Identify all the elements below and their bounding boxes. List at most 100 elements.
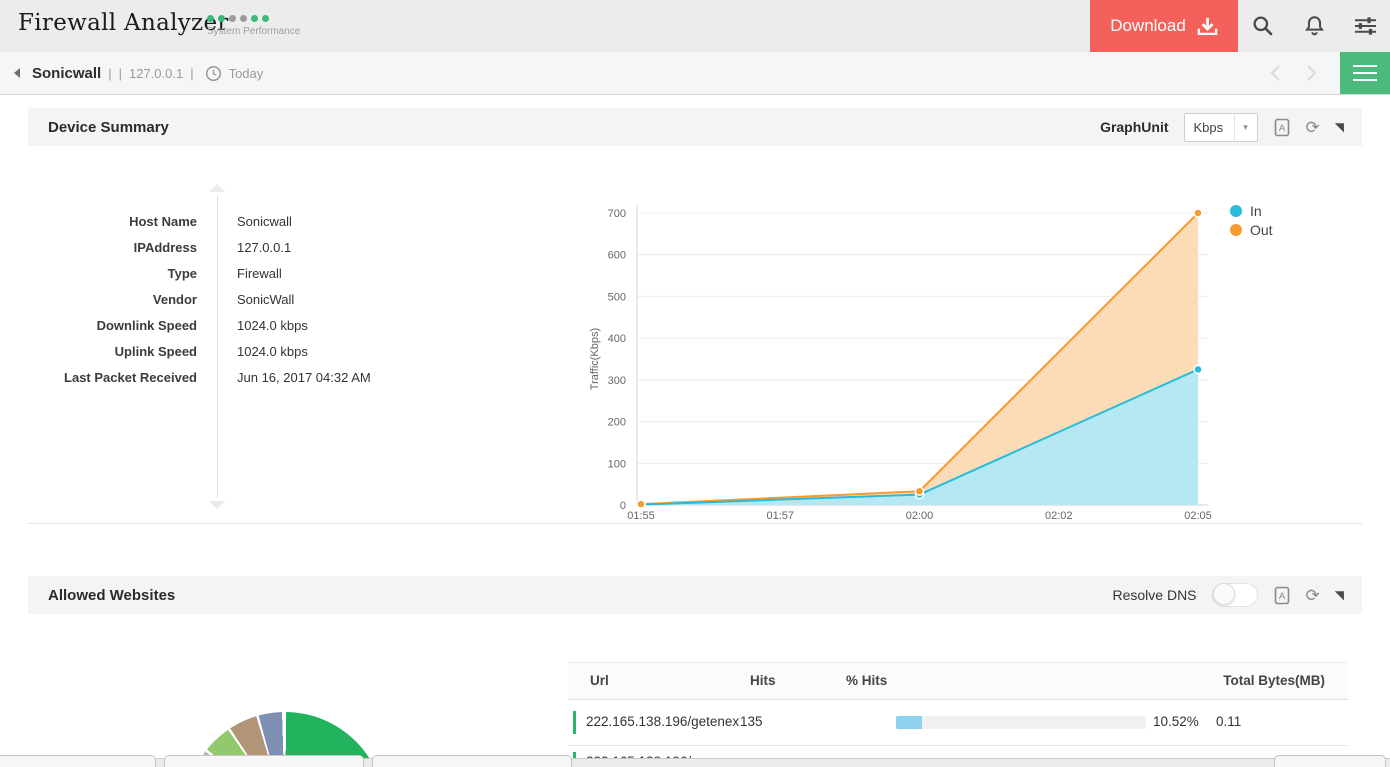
allowed-websites-title: Allowed Websites	[48, 586, 176, 604]
scroll-down-icon[interactable]	[209, 501, 225, 509]
expand-widget-button[interactable]: ◥	[1334, 120, 1344, 134]
search-icon	[1252, 15, 1274, 37]
device-field-label: IPAddress	[133, 239, 197, 255]
column-header-hits[interactable]: Hits	[750, 673, 776, 688]
device-field-label: Type	[167, 265, 197, 281]
expand-widget-button[interactable]: ◥	[1334, 588, 1344, 602]
breadcrumb-period[interactable]: Today	[228, 65, 264, 81]
breadcrumb-ip: 127.0.0.1	[128, 65, 184, 81]
traffic-area-chart: 0 100 200 300 400 500 600 700 Traffic(Kbps) 01:55…	[589, 205, 1212, 522]
clipped-chip	[1274, 755, 1386, 767]
status-dot	[240, 15, 247, 22]
column-header-pct-hits[interactable]: % Hits	[846, 673, 888, 688]
export-pdf-button[interactable]: A	[1273, 586, 1291, 605]
row-url[interactable]: 222.165.138.196/getenex	[586, 714, 740, 729]
settings-sliders-button[interactable]	[1343, 0, 1387, 52]
breadcrumb-separator: |	[190, 65, 194, 81]
row-accent-bar	[573, 711, 576, 734]
status-dot	[218, 15, 225, 22]
download-button[interactable]: Download	[1090, 0, 1238, 52]
device-field-value: 127.0.0.1	[237, 239, 292, 255]
sliders-icon	[1354, 15, 1377, 37]
toggle-knob	[1212, 583, 1235, 605]
system-performance-status[interactable]: System Performance	[207, 15, 300, 37]
device-field-row: Last Packet Received Jun 16, 2017 04:32 A…	[40, 364, 371, 390]
notifications-button[interactable]	[1292, 0, 1336, 52]
column-header-total-bytes[interactable]: Total Bytes(MB)	[1223, 673, 1325, 688]
device-field-label: Downlink Speed	[96, 317, 197, 333]
clock-icon	[205, 65, 222, 82]
device-field-row: Uplink Speed 1024.0 kbps	[40, 338, 371, 364]
status-dot	[207, 15, 214, 22]
device-field-value: 1024.0 kbps	[237, 317, 308, 333]
table-row[interactable]: 222.165.138.196/getenex 135 10.52% 0.11	[568, 700, 1348, 746]
graph-unit-label: GraphUnit	[1100, 119, 1169, 135]
resolve-dns-toggle[interactable]	[1211, 583, 1258, 607]
export-pdf-button[interactable]: A	[1273, 118, 1291, 137]
device-field-row: IPAddress 127.0.0.1	[40, 234, 371, 260]
column-header-url[interactable]: Url	[590, 673, 609, 688]
svg-text:600: 600	[608, 250, 626, 262]
device-field-row: Downlink Speed 1024.0 kbps	[40, 312, 371, 338]
svg-text:A: A	[1278, 123, 1285, 134]
status-dots	[207, 15, 300, 22]
device-field-value: Jun 16, 2017 04:32 AM	[237, 369, 371, 385]
svg-text:01:57: 01:57	[766, 510, 794, 522]
scroll-up-icon[interactable]	[209, 184, 225, 192]
breadcrumb-nav	[1262, 52, 1390, 94]
pct-hits-bar-fill	[896, 716, 922, 729]
refresh-button[interactable]: ⟳	[1305, 585, 1320, 605]
svg-text:01:55: 01:55	[627, 510, 655, 522]
row-pct-hits: 10.52%	[1153, 714, 1199, 729]
svg-text:500: 500	[608, 291, 626, 303]
device-field-label: Host Name	[129, 213, 197, 229]
graph-unit-select[interactable]: Kbps ▾	[1183, 112, 1258, 142]
breadcrumb-device[interactable]: Sonicwall	[32, 64, 102, 82]
device-field-label: Last Packet Received	[64, 369, 197, 385]
svg-text:Traffic(Kbps): Traffic(Kbps)	[589, 328, 601, 390]
allowed-websites-controls: Resolve DNS A ⟳ ◥	[1112, 583, 1362, 607]
svg-text:02:05: 02:05	[1184, 510, 1212, 522]
refresh-button[interactable]: ⟳	[1305, 117, 1320, 137]
breadcrumb-separator: |	[108, 65, 112, 81]
app-logo: Firewall Analyzer	[18, 10, 229, 36]
legend-label: Out	[1250, 221, 1273, 238]
device-field-label: Uplink Speed	[114, 343, 197, 359]
pct-hits-bar-track	[896, 716, 1146, 729]
chart-legend: In Out	[1230, 201, 1273, 239]
back-icon[interactable]	[14, 68, 20, 78]
device-field-value: Firewall	[237, 265, 282, 281]
bell-icon	[1304, 15, 1325, 37]
clipped-chip	[0, 755, 156, 767]
row-hits: 135	[740, 714, 763, 729]
allowed-websites-header: Allowed Websites Resolve DNS A ⟳ ◥	[28, 576, 1362, 614]
hamburger-icon	[1353, 65, 1377, 67]
device-summary-title: Device Summary	[48, 118, 169, 136]
menu-hamburger-button[interactable]	[1340, 52, 1390, 94]
clipped-bottom-strip	[0, 755, 1390, 767]
download-icon	[1197, 17, 1218, 36]
search-button[interactable]	[1241, 0, 1285, 52]
next-device-button[interactable]	[1298, 52, 1324, 94]
prev-device-button[interactable]	[1262, 52, 1288, 94]
legend-item-out[interactable]: Out	[1230, 220, 1273, 239]
top-bar: Firewall Analyzer System Performance Dow…	[0, 0, 1390, 52]
legend-item-in[interactable]: In	[1230, 201, 1273, 220]
breadcrumb-bar: Sonicwall | | 127.0.0.1 | Today	[0, 52, 1390, 95]
legend-label: In	[1250, 202, 1262, 219]
device-field-value: SonicWall	[237, 291, 295, 307]
svg-text:02:00: 02:00	[906, 510, 934, 522]
device-field-value: 1024.0 kbps	[237, 343, 308, 359]
device-field-row: Host Name Sonicwall	[40, 208, 371, 234]
status-dot	[229, 15, 236, 22]
device-summary-controls: GraphUnit Kbps ▾ A ⟳ ◥	[1100, 112, 1362, 142]
clipped-chip	[372, 755, 572, 767]
graph-unit-value: Kbps	[1193, 119, 1224, 135]
svg-text:200: 200	[608, 417, 626, 429]
clipped-chip	[164, 755, 364, 767]
svg-text:400: 400	[608, 333, 626, 345]
legend-dot	[1230, 204, 1242, 217]
allowed-websites-table: Url Hits % Hits Total Bytes(MB) 222.165.…	[568, 662, 1348, 767]
